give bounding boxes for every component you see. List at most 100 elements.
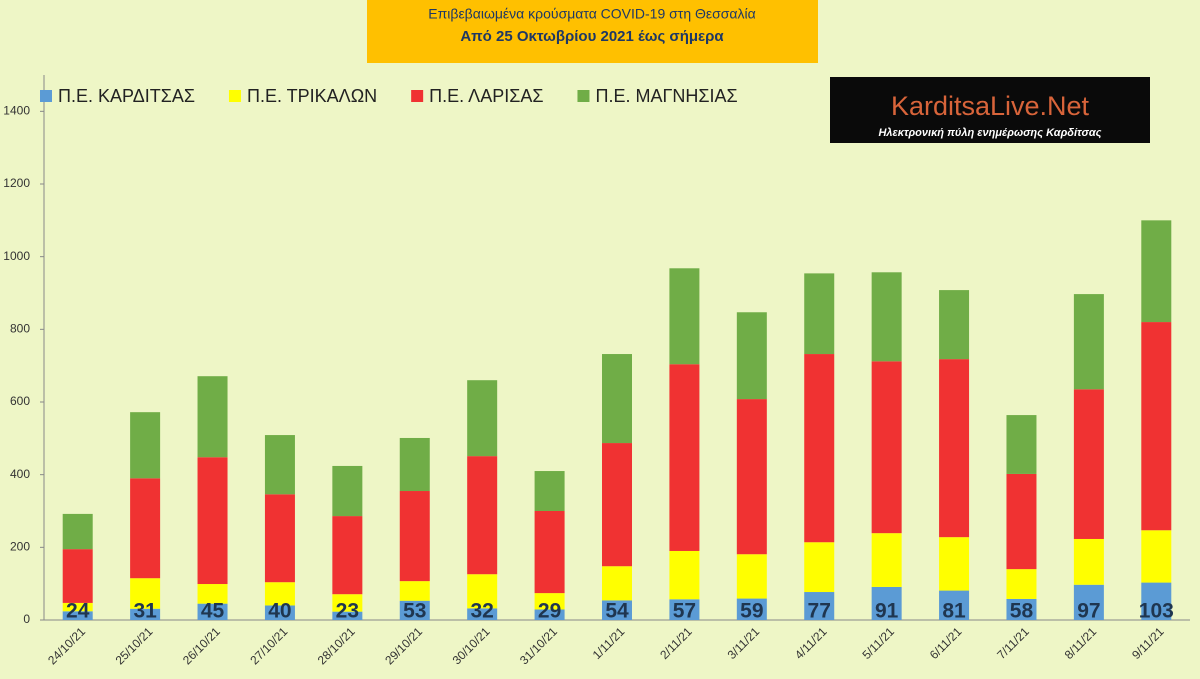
bar-segment (939, 590, 970, 620)
data-label: 53 (403, 600, 426, 623)
legend-swatch (228, 90, 241, 102)
bar-segment (736, 554, 767, 599)
bar-segment (736, 399, 767, 555)
data-label: 97 (1077, 600, 1100, 623)
data-label: 81 (942, 600, 966, 623)
bar-segment (871, 586, 902, 620)
legend-label: Π.Ε. ΚΑΡΔΙΤΣΑΣ (58, 86, 195, 106)
title-box (367, 0, 818, 63)
chart-title: Επιβεβαιωμένα κρούσματα COVID-19 στη Θεσ… (428, 6, 755, 22)
data-label: 24 (66, 600, 90, 623)
bar-segment (871, 361, 902, 534)
bar-segment (467, 574, 498, 609)
bar-segment (534, 511, 565, 594)
legend-label: Π.Ε. ΤΡΙΚΑΛΩΝ (247, 86, 377, 106)
bar-segment (804, 592, 835, 620)
bar-segment (130, 608, 161, 620)
data-label: 54 (605, 600, 629, 623)
legend-label: Π.Ε. ΜΑΓΝΗΣΙΑΣ (595, 86, 737, 106)
bar-segment (804, 273, 835, 355)
bar-segment (467, 456, 498, 575)
bar-segment (1006, 598, 1037, 620)
bar-segment (736, 312, 767, 400)
y-tick-label: 0 (23, 612, 30, 626)
bar-segment (264, 494, 295, 583)
bar-segment (1141, 322, 1172, 531)
data-label: 59 (740, 600, 763, 623)
y-tick-label: 400 (10, 467, 30, 481)
bar-segment (534, 471, 565, 511)
bar-segment (1006, 569, 1037, 599)
bar-segment (399, 600, 430, 620)
logo-tagline: Ηλεκτρονική πύλη ενημέρωσης Καρδίτσας (878, 127, 1101, 139)
bar-segment (399, 491, 430, 582)
bar-segment (736, 598, 767, 620)
y-tick-label: 1000 (3, 249, 30, 263)
y-tick-label: 1200 (3, 176, 30, 190)
data-label: 103 (1139, 600, 1174, 623)
data-label: 32 (470, 600, 493, 623)
bar-segment (332, 594, 363, 612)
bar-segment (399, 581, 430, 601)
bar-segment (669, 550, 700, 600)
bar-segment (332, 516, 363, 595)
data-label: 31 (133, 600, 157, 623)
bar-segment (602, 566, 632, 601)
bar-segment (939, 290, 970, 360)
chart-subtitle: Από 25 Οκτωβρίου 2021 έως σήμερα (460, 28, 724, 45)
y-tick-label: 800 (10, 322, 30, 336)
bar-segment (264, 605, 295, 620)
y-tick-label: 600 (10, 394, 30, 408)
data-label: 23 (336, 600, 359, 623)
data-label: 77 (808, 600, 831, 623)
bar-segment (1141, 582, 1172, 620)
bar-segment (534, 609, 565, 620)
bar-segment (669, 268, 700, 365)
logo-name: KarditsaLive.Net (891, 91, 1090, 121)
bar-segment (197, 603, 228, 620)
bar-segment (332, 465, 363, 517)
bar-segment (62, 513, 93, 550)
bar-segment (804, 354, 835, 543)
bar-segment (804, 542, 835, 593)
bar-segment (62, 549, 93, 603)
bar-segment (332, 611, 363, 620)
bar-segment (669, 599, 700, 620)
bar-segment (1141, 530, 1172, 583)
data-label: 29 (538, 600, 561, 623)
legend-swatch (577, 90, 590, 102)
bar-segment (197, 376, 228, 458)
data-label: 91 (875, 600, 899, 623)
bar-segment (264, 435, 295, 495)
bar-segment (399, 437, 430, 492)
bar-segment (62, 611, 93, 620)
bar-segment (534, 593, 565, 610)
bar-segment (602, 354, 632, 444)
legend-label: Π.Ε. ΛΑΡΙΣΑΣ (429, 86, 543, 106)
data-label: 58 (1010, 600, 1034, 623)
data-label: 45 (201, 600, 225, 623)
y-tick-label: 200 (10, 540, 30, 554)
bar-segment (602, 600, 632, 620)
bar-segment (130, 412, 161, 479)
bar-segment (130, 578, 161, 609)
bar-segment (1073, 538, 1104, 585)
bar-segment (62, 602, 93, 612)
bar-segment (871, 272, 902, 362)
bar-segment (197, 457, 228, 585)
bar-segment (1073, 584, 1104, 620)
bar-segment (197, 584, 228, 604)
legend-swatch (411, 90, 424, 102)
bar-segment (467, 608, 498, 620)
bar-segment (1006, 415, 1037, 474)
bar-segment (939, 359, 970, 538)
bar-segment (669, 364, 700, 551)
bar-segment (467, 380, 498, 457)
bar-segment (1006, 473, 1037, 570)
bar-segment (939, 537, 970, 591)
legend-swatch (40, 90, 52, 102)
bar-segment (1141, 220, 1172, 323)
bar-segment (1073, 294, 1104, 390)
logo-box (830, 77, 1150, 143)
bar-segment (264, 582, 295, 606)
